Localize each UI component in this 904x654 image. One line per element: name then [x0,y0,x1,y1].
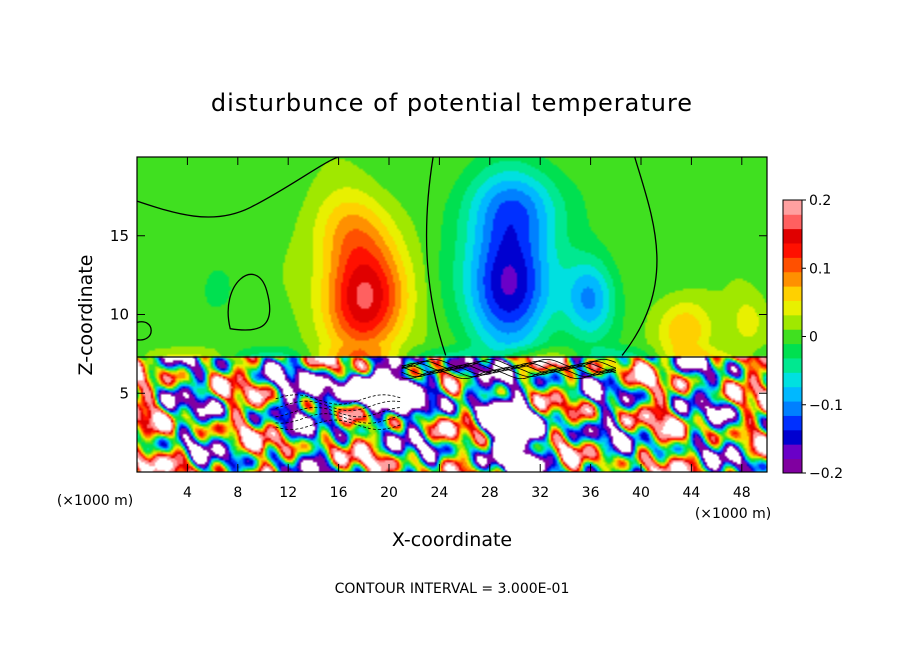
colorbar-cell [783,329,802,345]
colorbar-cell [783,401,802,416]
x-tick-label: 44 [682,485,700,501]
x-unit-right: (×1000 m) [695,506,771,522]
colorbar-cell [783,415,802,431]
colorbar-cell [783,386,802,402]
colorbar-cell [783,444,802,460]
contour-lower-band [401,368,616,378]
colorbar-cell [783,358,802,373]
colorbar-cell [783,271,802,287]
colorbar-tick-label: −0.1 [809,398,843,414]
colorbar-tick-label: 0 [809,330,818,346]
x-tick-label: 36 [582,485,600,501]
colorbar: 0.2 0.1 0 −0.1 −0.2 [782,193,843,482]
x-tick-label: 12 [279,485,297,501]
x-tick-label: 20 [380,485,398,501]
colorbar-tick-label: −0.2 [809,466,843,482]
colorbar-cell [783,200,802,215]
y-tick-label: 5 [119,384,129,402]
colorbar-cell [783,314,802,330]
x-tick-label: 4 [183,485,192,501]
contour-zero-loop [227,273,271,331]
colorbar-cell [783,228,802,244]
contour-lower-band [401,370,616,380]
colorbar-tick-label: 0.1 [809,261,831,277]
contour-lower-dashed [275,400,402,412]
colorbar-cell [783,300,802,316]
x-tick-label: 8 [233,485,242,501]
colorbar-cell [783,458,802,474]
contour-lower-dashed [275,413,402,424]
colorbar-cell [783,286,802,301]
colorbar-cells [783,200,802,474]
colorbar-cell [783,214,802,230]
y-tick-label: 15 [110,227,129,245]
colorbar-ticks: 0.2 0.1 0 −0.1 −0.2 [802,193,843,482]
colorbar-cell [783,343,802,359]
contour-zero-left [136,156,339,218]
x-axis-label: X-coordinate [392,529,512,551]
x-tick-label: 40 [632,485,650,501]
x-tick-label: 16 [330,485,348,501]
colorbar-cell [783,372,802,388]
contour-zero-center [425,156,447,356]
colorbar-cell [783,429,802,445]
x-tick-label: 48 [733,485,751,501]
x-unit-left: (×1000 m) [57,493,133,509]
contour-interval-note: CONTOUR INTERVAL = 3.000E-01 [335,581,570,597]
x-tick-label: 24 [430,485,448,501]
y-tick-label: 10 [110,306,129,324]
contour-lower-band [401,366,616,376]
heatmap-field [137,157,767,472]
x-tick-label: 32 [531,485,549,501]
contour-lower-band [401,358,616,368]
y-ticks: 5 10 15 [110,227,767,402]
x-ticks: 4 8 12 16 20 24 28 32 36 40 44 48 [183,157,751,501]
contour-lower-dashed [275,394,402,405]
contour-lines [136,156,767,430]
contour-zero-edge [136,321,152,341]
contour-lower-dashed [275,419,402,430]
chart-title: disturbunce of potential temperature [211,89,693,117]
colorbar-cell [783,243,802,258]
y-axis-label: Z-coordinate [75,255,97,376]
contour-lower-band [401,364,616,374]
x-tick-label: 28 [481,485,499,501]
contour-zero-right [621,156,658,356]
contour-lower-dashed [275,407,402,418]
colorbar-tick-label: 0.2 [809,193,831,209]
colorbar-cell [783,257,802,273]
